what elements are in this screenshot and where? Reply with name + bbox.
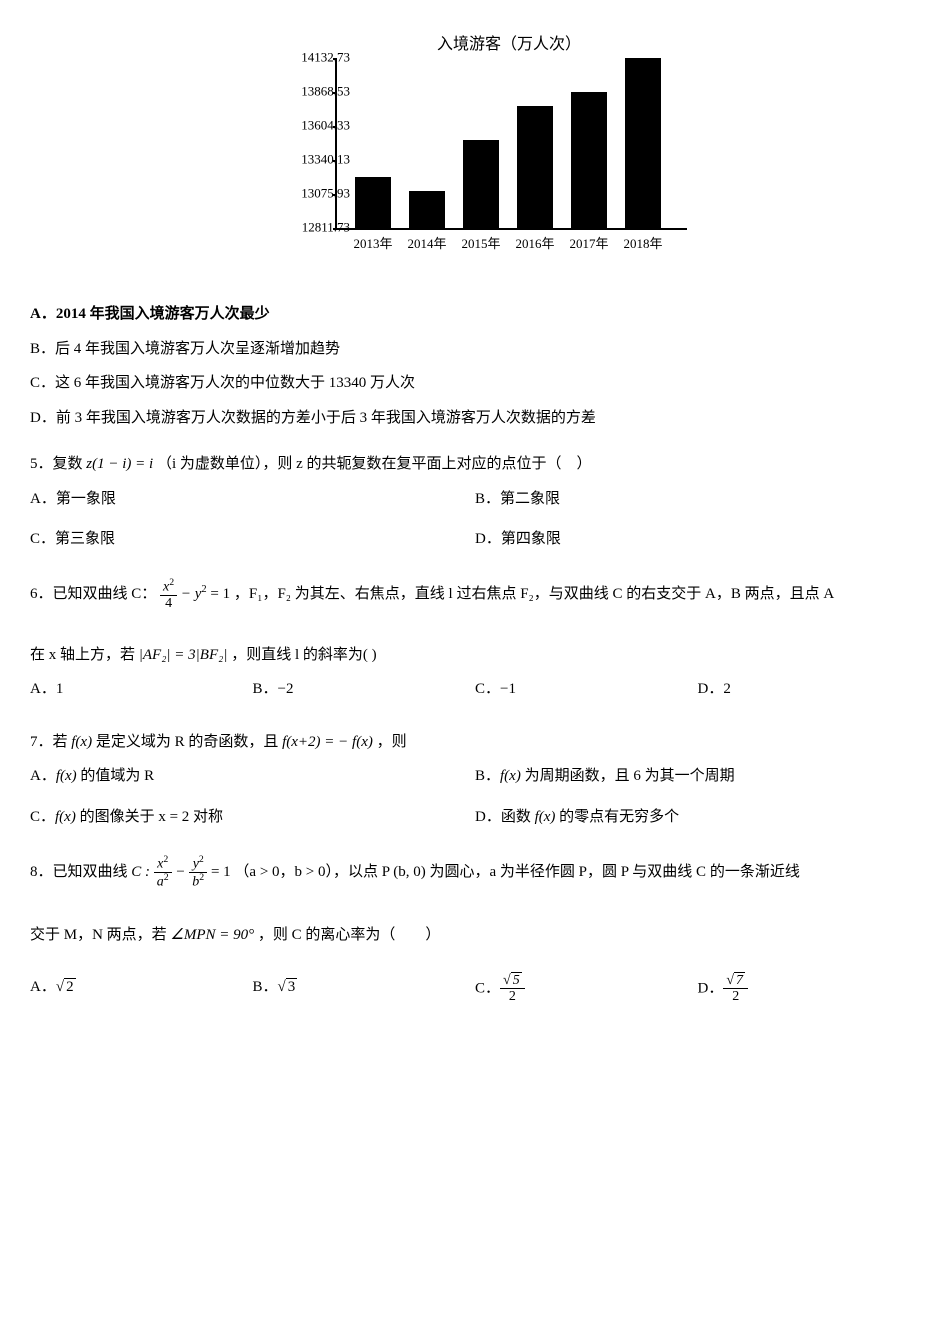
q5-option-d: D．第四象限 bbox=[475, 525, 920, 554]
q6-line2: 在 x 轴上方，若 |AF₂| = 3|BF₂| ，则直线 l 的斜率为( ) bbox=[30, 641, 920, 670]
q8-c-colon: C : bbox=[131, 864, 154, 880]
q7-a-pre: A． bbox=[30, 768, 56, 784]
q7-c-fx: f(x) bbox=[55, 809, 76, 825]
xtick-label: 2017年 bbox=[559, 232, 619, 257]
bar bbox=[409, 191, 445, 228]
q7-a-fx: f(x) bbox=[56, 768, 77, 784]
q7-option-a: A．f(x) 的值域为 R bbox=[30, 762, 475, 791]
q8: 8．已知双曲线 C : x2a2 − y2b2 = 1 （a > 0，b > 0… bbox=[30, 855, 920, 890]
q7-d-pre: D．函数 bbox=[475, 809, 535, 825]
q6-stem-pre: 6．已知双曲线 C： bbox=[30, 586, 156, 602]
q8-b-val: √3 bbox=[278, 978, 298, 995]
xtick-label: 2014年 bbox=[397, 232, 457, 257]
q6-line2-pre: 在 x 轴上方，若 bbox=[30, 647, 139, 663]
q7-b-post: 为周期函数，且 6 为其一个周期 bbox=[521, 768, 735, 784]
q4-option-d: D．前 3 年我国入境游客万人次数据的方差小于后 3 年我国入境游客万人次数据的… bbox=[30, 404, 920, 433]
ytick-label: 13604.33 bbox=[301, 114, 350, 139]
ytick-label: 14132.73 bbox=[301, 46, 350, 71]
q7-option-b: B．f(x) 为周期函数，且 6 为其一个周期 bbox=[475, 762, 920, 791]
q7-cond: f(x+2) = − f(x) bbox=[282, 734, 373, 750]
q5-stem-pre: 5．复数 bbox=[30, 456, 86, 472]
q8-frac2: y2b2 bbox=[189, 855, 207, 890]
xtick-label: 2018年 bbox=[613, 232, 673, 257]
q8-d-label: D． bbox=[698, 980, 724, 996]
q7: 7．若 f(x) 是定义域为 R 的奇函数，且 f(x+2) = − f(x) … bbox=[30, 728, 920, 757]
xtick-label: 2013年 bbox=[343, 232, 403, 257]
bar bbox=[625, 58, 661, 228]
q8-minus: − bbox=[175, 864, 189, 880]
q6-option-a: A．1 bbox=[30, 675, 253, 704]
bar bbox=[517, 106, 553, 228]
q7-post: ，则 bbox=[377, 734, 407, 750]
ytick-label: 12811.73 bbox=[302, 216, 350, 241]
chart-title: 入境游客（万人次） bbox=[373, 30, 645, 60]
q5-stem-post: （i 为虚数单位），则 z 的共轭复数在复平面上对应的点位于（ ） bbox=[157, 456, 592, 472]
q8-cond: （a > 0，b > 0），以点 P (b, 0) 为圆心，a 为半径作圆 P，… bbox=[234, 864, 799, 880]
q8-d-val: √72 bbox=[723, 973, 748, 1005]
ytick-label: 13075.93 bbox=[301, 182, 350, 207]
tourist-bar-chart: 入境游客（万人次） 2013年2014年2015年2016年2017年2018年… bbox=[245, 30, 705, 270]
q8-option-c: C．√52 bbox=[475, 973, 698, 1005]
q7-mid1: 是定义域为 R 的奇函数，且 bbox=[96, 734, 282, 750]
q6-option-b: B．−2 bbox=[253, 675, 476, 704]
ytick-label: 13868.53 bbox=[301, 80, 350, 105]
q8-option-a: A．√2 bbox=[30, 973, 253, 1005]
q8-option-d: D．√72 bbox=[698, 973, 921, 1005]
q6-option-c: C．−1 bbox=[475, 675, 698, 704]
q5-option-c: C．第三象限 bbox=[30, 525, 475, 554]
q7-a-post: 的值域为 R bbox=[77, 768, 155, 784]
q7-option-c: C．f(x) 的图像关于 x = 2 对称 bbox=[30, 803, 475, 832]
q8-b-label: B． bbox=[253, 979, 278, 995]
q6-stem-post1: ，F₁，F₂ 为其左、右焦点，直线 l 过右焦点 F₂，与双曲线 C 的右支交于… bbox=[234, 586, 834, 602]
q6-line2-post: ，则直线 l 的斜率为( ) bbox=[231, 647, 376, 663]
q7-b-fx: f(x) bbox=[500, 768, 521, 784]
q7-d-fx: f(x) bbox=[535, 809, 556, 825]
q8-option-b: B．√3 bbox=[253, 973, 476, 1005]
q7-pre: 7．若 bbox=[30, 734, 71, 750]
q8-line2-post: ，则 C 的离心率为（ ） bbox=[258, 927, 441, 943]
q8-frac1: x2a2 bbox=[154, 855, 172, 890]
q6-condition: |AF₂| = 3|BF₂| bbox=[139, 647, 228, 663]
q8-angle: ∠MPN = 90° bbox=[170, 927, 254, 943]
chart-container: 入境游客（万人次） 2013年2014年2015年2016年2017年2018年… bbox=[30, 30, 920, 270]
q7-option-d: D．函数 f(x) 的零点有无穷多个 bbox=[475, 803, 920, 832]
q8-line2: 交于 M，N 两点，若 ∠MPN = 90° ，则 C 的离心率为（ ） bbox=[30, 921, 920, 950]
q7-c-pre: C． bbox=[30, 809, 55, 825]
plot-area: 2013年2014年2015年2016年2017年2018年 bbox=[335, 58, 687, 230]
q6-minus-y2: − y2 = 1 bbox=[181, 586, 230, 602]
q4-option-a: A．2014 年我国入境游客万人次最少 bbox=[30, 300, 920, 329]
ytick-label: 13340.13 bbox=[301, 148, 350, 173]
xtick-label: 2015年 bbox=[451, 232, 511, 257]
q7-b-pre: B． bbox=[475, 768, 500, 784]
q5-equation: z(1 − i) = i bbox=[86, 456, 153, 472]
q8-a-val: √2 bbox=[56, 978, 76, 995]
q4-option-b: B．后 4 年我国入境游客万人次呈逐渐增加趋势 bbox=[30, 335, 920, 364]
xtick-label: 2016年 bbox=[505, 232, 565, 257]
q7-d-post: 的零点有无穷多个 bbox=[555, 809, 679, 825]
q8-a-label: A． bbox=[30, 979, 56, 995]
q8-eq1: = 1 bbox=[211, 864, 234, 880]
q8-c-val: √52 bbox=[500, 973, 525, 1005]
bar bbox=[463, 140, 499, 228]
q6-option-d: D．2 bbox=[698, 675, 921, 704]
q6-hyperbola: x24 bbox=[160, 578, 177, 611]
q8-pre: 8．已知双曲线 bbox=[30, 864, 131, 880]
q5: 5．复数 z(1 − i) = i （i 为虚数单位），则 z 的共轭复数在复平… bbox=[30, 450, 920, 479]
q6: 6．已知双曲线 C： x24 − y2 = 1 ，F₁，F₂ 为其左、右焦点，直… bbox=[30, 578, 920, 611]
bar bbox=[355, 177, 391, 228]
bar bbox=[571, 92, 607, 228]
q8-line2-pre: 交于 M，N 两点，若 bbox=[30, 927, 170, 943]
q5-option-b: B．第二象限 bbox=[475, 485, 920, 514]
q7-fx1: f(x) bbox=[71, 734, 92, 750]
q5-option-a: A．第一象限 bbox=[30, 485, 475, 514]
q8-c-label: C． bbox=[475, 980, 500, 996]
q7-c-post: 的图像关于 x = 2 对称 bbox=[76, 809, 223, 825]
q4-option-c: C．这 6 年我国入境游客万人次的中位数大于 13340 万人次 bbox=[30, 369, 920, 398]
